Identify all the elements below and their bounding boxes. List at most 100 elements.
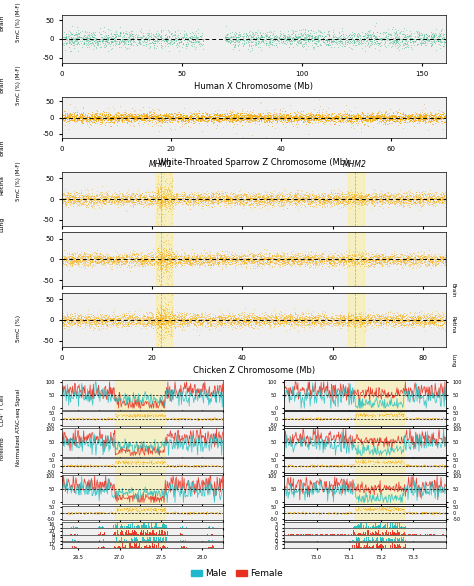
Point [188, 258, 196, 267]
Point [196, 38, 204, 47]
Point [106, 117, 114, 127]
Point [117, 114, 124, 123]
Point [90, 38, 97, 47]
Point [73, 254, 81, 264]
Point [201, 251, 209, 260]
Point [437, 195, 444, 204]
Point [343, 253, 351, 262]
Point [375, 111, 383, 120]
Point [309, 191, 316, 200]
Point [429, 461, 437, 471]
Point [339, 33, 346, 42]
Point [171, 259, 179, 268]
Point [81, 255, 88, 264]
Point [218, 194, 226, 203]
Point [93, 198, 101, 207]
Point [212, 507, 219, 516]
Point [62, 254, 70, 264]
Point [367, 505, 375, 514]
Point [431, 201, 439, 210]
Point [151, 113, 158, 122]
Point [354, 30, 361, 40]
Point [286, 254, 294, 263]
Point [246, 257, 253, 267]
Point [374, 311, 382, 321]
Point [180, 32, 188, 41]
Point [137, 198, 145, 207]
Point [146, 314, 154, 323]
Point [339, 319, 346, 329]
Point [365, 255, 373, 264]
Point [151, 317, 158, 326]
Point [165, 255, 173, 264]
Point [98, 110, 105, 120]
Point [349, 114, 356, 124]
Point [423, 192, 430, 201]
Point [351, 251, 359, 261]
Point [143, 317, 151, 326]
Point [282, 189, 290, 199]
Point [146, 196, 154, 206]
Point [383, 110, 391, 119]
Point [284, 114, 292, 124]
Point [177, 254, 185, 264]
Point [392, 190, 400, 199]
Point [99, 113, 107, 122]
Point [189, 192, 197, 201]
Point [310, 259, 317, 268]
Point [166, 111, 173, 121]
Point [326, 193, 333, 203]
Point [378, 313, 385, 322]
Point [303, 314, 311, 323]
Point [61, 113, 69, 122]
Point [329, 254, 337, 264]
Point [166, 250, 174, 259]
Point [204, 314, 211, 323]
Point [78, 111, 85, 120]
Point [231, 35, 239, 45]
Point [346, 194, 354, 203]
Point [76, 37, 84, 46]
Point [96, 253, 103, 262]
Point [298, 413, 305, 423]
Point [159, 209, 166, 219]
Point [329, 461, 337, 471]
Point [66, 313, 74, 322]
Point [262, 318, 269, 328]
Point [77, 188, 85, 197]
Point [165, 314, 173, 323]
Point [386, 114, 393, 123]
Point [168, 113, 176, 122]
Point [310, 507, 318, 517]
Point [175, 314, 182, 323]
Point [131, 254, 138, 263]
Point [305, 192, 313, 202]
Point [200, 115, 207, 125]
Point [76, 507, 83, 516]
Point [229, 122, 237, 132]
Point [409, 114, 417, 124]
Point [426, 114, 434, 123]
Point [391, 199, 399, 208]
Point [414, 312, 421, 322]
Point [176, 255, 184, 264]
Point [435, 195, 442, 205]
Point [356, 196, 364, 206]
Bar [116, 537, 117, 541]
Point [104, 36, 112, 45]
Point [287, 191, 295, 200]
Point [268, 193, 276, 202]
Point [178, 111, 186, 120]
Point [388, 257, 396, 267]
Point [308, 197, 316, 207]
Bar [181, 546, 182, 548]
Point [70, 198, 77, 207]
Point [385, 260, 392, 270]
Point [152, 311, 160, 321]
Point [161, 196, 168, 206]
Point [357, 315, 365, 324]
Point [248, 27, 256, 36]
Point [429, 194, 437, 203]
Point [266, 254, 273, 263]
Point [188, 197, 195, 206]
